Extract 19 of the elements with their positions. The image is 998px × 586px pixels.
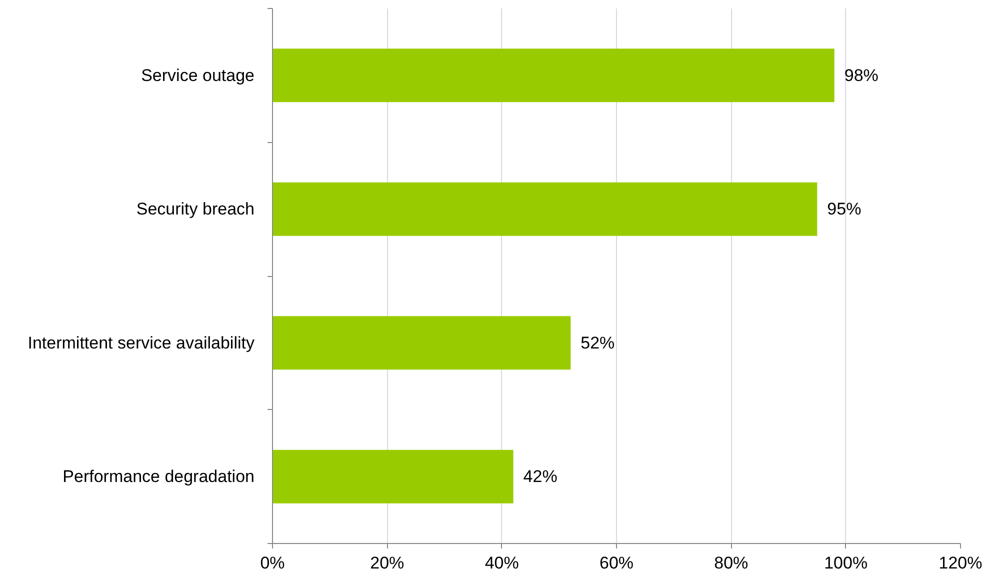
y-tick-label: Service outage	[141, 66, 254, 85]
bar	[272, 182, 818, 236]
bar	[272, 450, 514, 504]
x-tick-label: 40%	[484, 554, 519, 572]
bar	[272, 316, 571, 370]
y-tick-label: Intermittent service availability	[28, 333, 255, 352]
x-tick-label: 60%	[599, 554, 634, 572]
data-label: 52%	[580, 333, 615, 352]
y-tick-label: Performance degradation	[62, 467, 255, 486]
data-label: 98%	[844, 66, 878, 85]
bar	[272, 48, 834, 102]
y-tick-label: Security breach	[136, 200, 255, 219]
x-tick-label: 120%	[938, 554, 982, 572]
data-label: 95%	[827, 200, 862, 219]
x-tick-label: 20%	[370, 554, 404, 572]
data-label: 42%	[523, 467, 558, 486]
x-tick-label: 100%	[824, 554, 868, 572]
x-tick-label: 0%	[260, 554, 285, 572]
x-tick-label: 80%	[714, 554, 748, 572]
